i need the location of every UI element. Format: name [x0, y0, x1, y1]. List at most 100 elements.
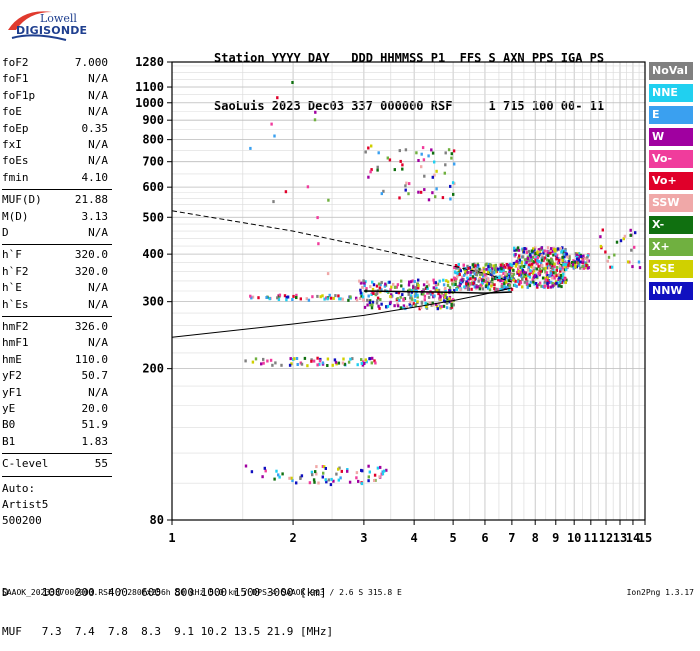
echo-point [486, 278, 490, 282]
echo-point [434, 281, 437, 285]
echo-point [334, 294, 337, 298]
echo-point [385, 305, 388, 309]
file-info-footer: SAAOK_2023337000000.RSF / 280fx256h 50 k… [2, 588, 402, 597]
echo-point [319, 295, 322, 299]
echo-point [401, 163, 404, 167]
echo-point [450, 156, 453, 160]
echo-point [384, 282, 387, 286]
echo-point [401, 293, 404, 297]
echo-point [543, 267, 546, 271]
echo-point [465, 280, 468, 284]
echo-point [405, 305, 409, 309]
echo-point [416, 282, 419, 286]
echo-point [580, 255, 583, 258]
echo-point [314, 110, 317, 114]
echo-point [468, 266, 472, 270]
echo-point [427, 295, 431, 299]
echo-point [396, 283, 400, 287]
echo-point [524, 247, 528, 251]
echo-point [550, 280, 553, 284]
echo-point [452, 303, 455, 307]
echo-point [335, 362, 338, 366]
echo-point [475, 269, 479, 273]
echo-point [480, 278, 484, 282]
echo-point [501, 265, 505, 269]
echo-point [510, 263, 514, 267]
echo-point [528, 275, 532, 279]
echo-point [466, 282, 470, 286]
echo-point [521, 277, 524, 281]
param-label: yF2 [2, 369, 22, 383]
echo-point [290, 476, 293, 480]
echo-point [326, 357, 330, 361]
echo-point [480, 281, 484, 285]
echo-point [490, 267, 494, 271]
echo-point [264, 469, 267, 473]
x-tick-label: 1 [168, 531, 175, 545]
echo-point [451, 282, 454, 286]
echo-point [539, 261, 543, 265]
echo-point [393, 168, 396, 172]
echo-point [360, 482, 364, 486]
echo-point [420, 152, 423, 156]
param-label: fxI [2, 138, 22, 151]
echo-point [368, 301, 372, 304]
echo-point [537, 264, 540, 268]
echo-point [367, 475, 370, 479]
echo-point [360, 294, 363, 298]
echo-point [442, 299, 446, 303]
echo-point [630, 248, 633, 252]
echo-point [265, 296, 268, 299]
echo-point [325, 296, 328, 300]
echo-point [434, 195, 437, 199]
echo-point [374, 361, 377, 365]
echo-point [519, 270, 522, 274]
echo-point [517, 266, 521, 269]
echo-point [607, 255, 611, 259]
echo-point [274, 361, 277, 365]
y-tick-label: 1280 [135, 55, 164, 69]
echo-point [407, 292, 410, 296]
echo-point [551, 276, 554, 280]
echo-point [559, 267, 562, 271]
echo-point [257, 296, 260, 300]
echo-point [386, 156, 389, 160]
echo-point [413, 280, 416, 283]
param-row-b0: B0 51.9 [2, 418, 108, 434]
echo-point [364, 358, 367, 362]
echo-point [556, 247, 560, 251]
echo-point [546, 266, 549, 270]
echo-point [531, 262, 534, 266]
echo-point [471, 263, 474, 267]
echo-point [545, 272, 548, 276]
echo-point [321, 475, 324, 479]
echo-point [418, 307, 421, 311]
echo-point [419, 306, 423, 310]
param-label: hmE [2, 352, 22, 366]
echo-point [373, 359, 376, 363]
echo-point [394, 285, 397, 289]
echo-point [381, 470, 384, 474]
echo-point [529, 280, 532, 284]
panel-separator [2, 316, 112, 317]
echo-point [254, 357, 258, 361]
echo-point [494, 263, 497, 267]
echo-point [427, 154, 430, 158]
echo-point [295, 357, 299, 360]
echo-point [371, 356, 374, 360]
echo-point [559, 247, 562, 251]
echo-point [553, 262, 556, 266]
echo-point [271, 363, 274, 367]
echo-point [559, 269, 562, 273]
echo-point [364, 150, 367, 154]
param-row-foe: foE N/A [2, 105, 108, 121]
echo-point [525, 277, 528, 281]
echo-point [410, 297, 414, 301]
echo-point [419, 190, 423, 194]
echo-point [402, 287, 405, 291]
echo-point [441, 196, 445, 200]
echo-point [484, 279, 487, 283]
echo-point [532, 275, 536, 279]
echo-point [326, 364, 329, 367]
echo-point [500, 274, 503, 278]
